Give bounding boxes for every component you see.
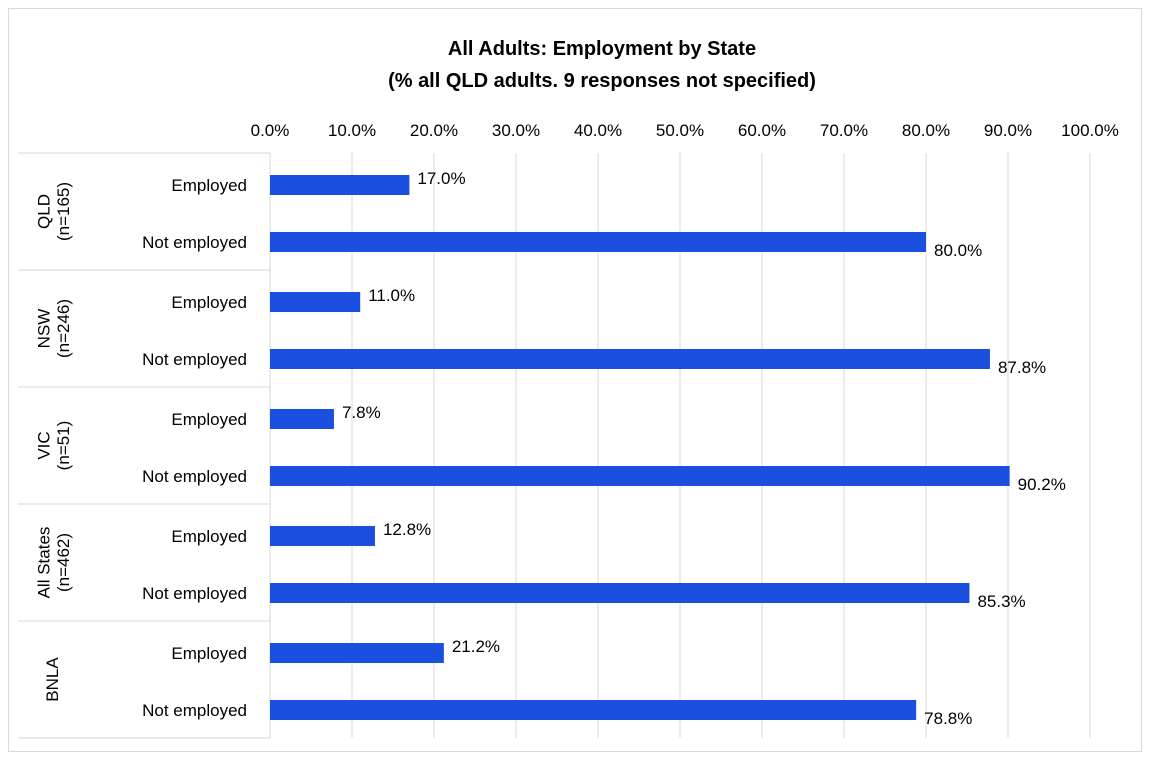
- bar: [270, 292, 361, 312]
- x-tick-label: 100.0%: [1061, 121, 1119, 140]
- category-label: Employed: [171, 644, 247, 663]
- x-tick-label: 90.0%: [984, 121, 1032, 140]
- category-axis: QLD(n=165) Employed Not employed NSW(n=246)…: [18, 152, 271, 739]
- data-label: 87.8%: [998, 358, 1046, 377]
- category-label: Employed: [171, 176, 247, 195]
- category-label: Not employed: [142, 584, 247, 603]
- data-label: 11.0%: [368, 286, 415, 305]
- x-tick-label: 50.0%: [656, 121, 704, 140]
- data-label: 78.8%: [924, 709, 972, 728]
- data-label: 12.8%: [383, 520, 431, 539]
- data-label: 7.8%: [342, 403, 381, 422]
- data-label: 85.3%: [977, 592, 1025, 611]
- category-label: Not employed: [142, 350, 247, 369]
- x-tick-label: 40.0%: [574, 121, 622, 140]
- group-label: BNLA: [43, 657, 62, 702]
- category-label: Employed: [171, 293, 247, 312]
- x-tick-label: 10.0%: [328, 121, 376, 140]
- x-tick-label: 80.0%: [902, 121, 950, 140]
- chart-title-line2: (% all QLD adults. 9 responses not speci…: [388, 70, 816, 92]
- x-tick-label: 0.0%: [251, 121, 290, 140]
- group-label: VIC(n=51): [34, 421, 73, 471]
- x-tick-label: 60.0%: [738, 121, 786, 140]
- x-axis-ticks: 0.0% 10.0% 20.0% 30.0% 40.0% 50.0% 60.0% 70.0% 8…: [251, 121, 1119, 140]
- bar: [270, 409, 334, 429]
- bar: [270, 643, 444, 663]
- data-label: 17.0%: [417, 169, 465, 188]
- category-label: Employed: [171, 527, 247, 546]
- chart-title-line1: All Adults: Employment by State: [448, 38, 756, 60]
- bars: 17.0% 80.0% 11.0% 87.8% 7.8% 90.2% 12.8% 85.3% 2…: [270, 169, 1066, 728]
- group-label: QLD(n=165): [34, 182, 73, 241]
- bar: [270, 700, 917, 720]
- group-label: NSW(n=246): [34, 299, 73, 358]
- category-label: Not employed: [142, 467, 247, 486]
- x-tick-label: 70.0%: [820, 121, 868, 140]
- category-label: Employed: [171, 410, 247, 429]
- group-label: All States(n=462): [34, 527, 73, 599]
- category-label: Not employed: [142, 233, 247, 252]
- bar: [270, 466, 1010, 486]
- x-tick-label: 30.0%: [492, 121, 540, 140]
- bar: [270, 349, 990, 369]
- bar: [270, 583, 970, 603]
- chart-frame: [8, 8, 1142, 752]
- bar: [270, 175, 410, 195]
- bar: [270, 526, 375, 546]
- category-label: Not employed: [142, 701, 247, 720]
- data-label: 21.2%: [452, 637, 500, 656]
- x-tick-label: 20.0%: [410, 121, 458, 140]
- data-label: 90.2%: [1018, 475, 1066, 494]
- bar: [270, 232, 926, 252]
- data-label: 80.0%: [934, 241, 982, 260]
